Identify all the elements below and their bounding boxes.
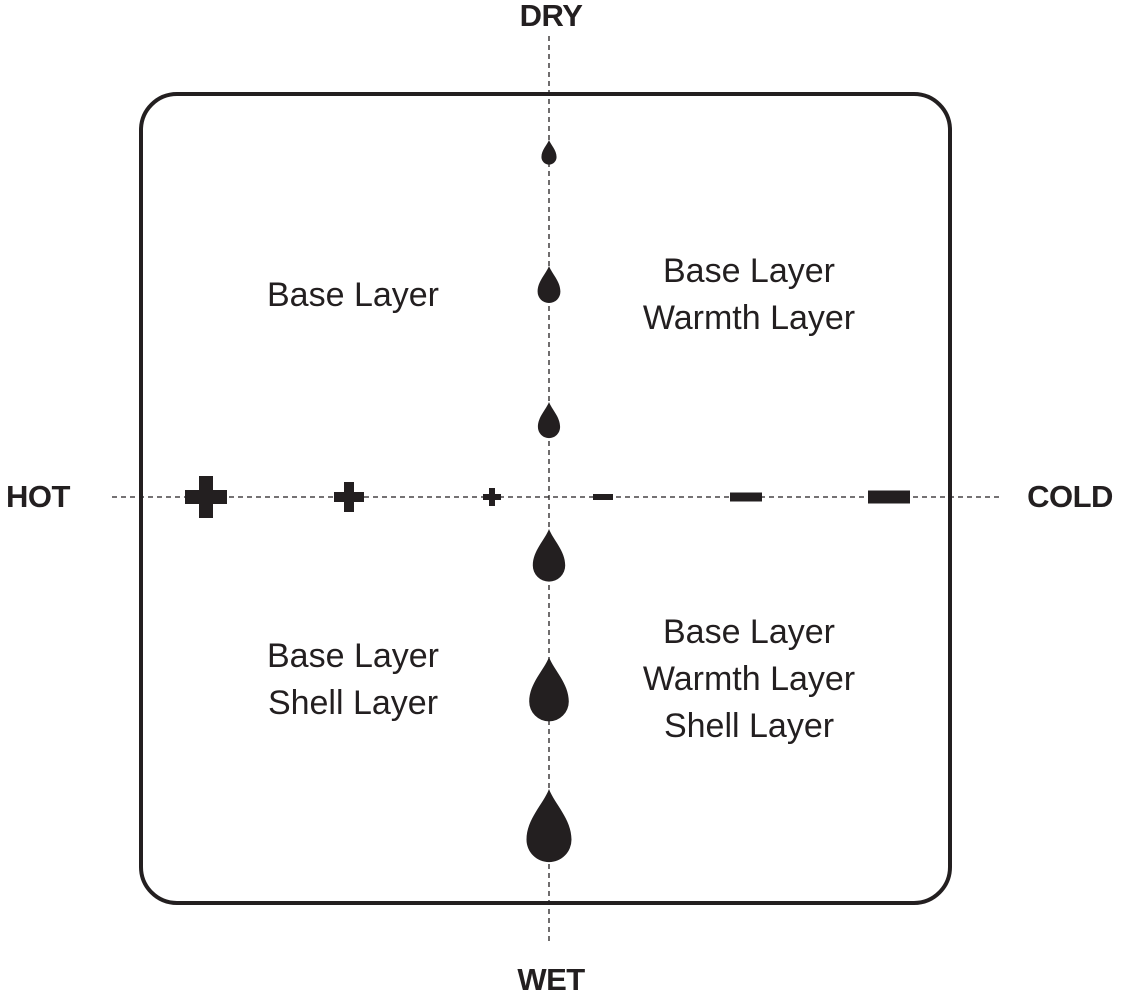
quadrant-frame	[139, 92, 952, 905]
layer-label: Base Layer	[662, 613, 835, 651]
plus-icon	[483, 488, 501, 506]
quadrant-cold-dry: Base Layer Warmth Layer	[643, 248, 855, 342]
axis-label-wet: WET	[517, 962, 585, 997]
minus-icon	[868, 490, 910, 504]
quadrant-cold-wet: Base Layer Warmth Layer Shell Layer	[643, 609, 855, 750]
water-drop-icon	[532, 529, 566, 582]
water-drop-icon	[541, 140, 557, 165]
layer-label: Shell Layer	[267, 684, 439, 722]
minus-icon	[593, 494, 613, 500]
water-drop-icon	[526, 789, 572, 863]
axis-label-dry: DRY	[519, 0, 583, 33]
layer-label: Base Layer	[267, 276, 439, 314]
layer-label: Base Layer	[662, 252, 835, 290]
quadrant-hot-dry: Base Layer	[267, 272, 439, 319]
layer-label: Warmth Layer	[642, 299, 856, 337]
layer-label: Base Layer	[267, 637, 439, 675]
water-drop-icon	[537, 266, 561, 304]
plus-icon	[334, 482, 364, 512]
layer-label: Warmth Layer	[642, 660, 856, 698]
water-drop-icon	[529, 657, 569, 722]
minus-icon	[730, 492, 762, 502]
quadrant-hot-wet: Base Layer Shell Layer	[267, 633, 439, 727]
water-drop-icon	[537, 402, 561, 439]
axis-label-cold: COLD	[1027, 479, 1113, 514]
plus-icon	[185, 476, 227, 518]
axis-label-hot: HOT	[6, 479, 70, 514]
layer-label: Shell Layer	[663, 707, 835, 745]
